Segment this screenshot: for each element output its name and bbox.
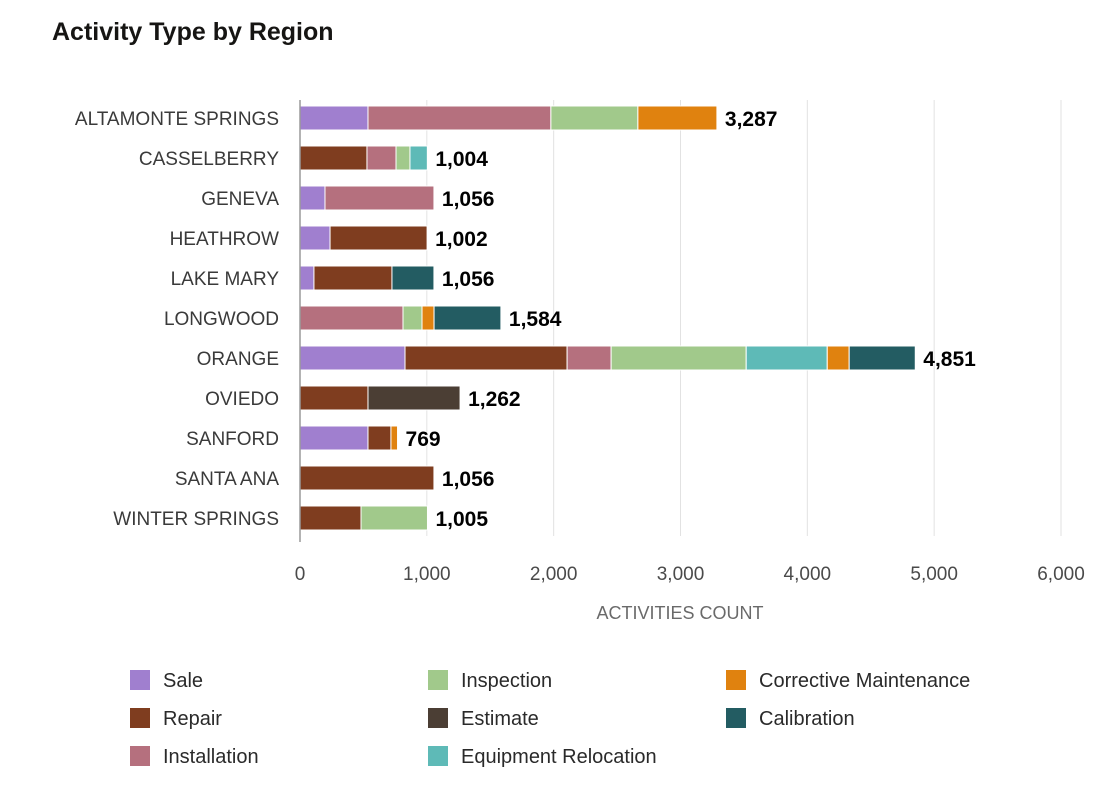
bar-segment-calibration — [433, 305, 502, 331]
bar-segment-repair — [367, 425, 392, 451]
bar-segment-installation — [367, 105, 552, 131]
legend-swatch — [130, 746, 150, 766]
bar-segment-installation — [324, 185, 435, 211]
legend-swatch — [428, 708, 448, 728]
total-label: 4,851 — [923, 348, 976, 371]
bar-segment-sale — [299, 105, 369, 131]
bar-segment-installation — [366, 145, 397, 171]
total-label: 1,002 — [435, 228, 488, 251]
legend-label: Equipment Relocation — [461, 746, 657, 768]
total-label: 1,584 — [509, 308, 562, 331]
bar-segment-repair — [404, 345, 568, 371]
legend-label: Estimate — [461, 708, 539, 730]
legend-label: Corrective Maintenance — [759, 670, 970, 692]
x-axis-label: ACTIVITIES COUNT — [596, 603, 763, 623]
legend-swatch — [130, 708, 150, 728]
bar-segment-sale — [299, 265, 315, 291]
category-label: LONGWOOD — [164, 309, 279, 330]
category-label: WINTER SPRINGS — [113, 509, 279, 530]
total-label: 1,004 — [435, 148, 488, 171]
category-label: LAKE MARY — [171, 269, 280, 290]
legend-label: Repair — [163, 708, 222, 730]
legend-swatch — [428, 670, 448, 690]
category-label: OVIEDO — [205, 389, 279, 410]
chart-title: Activity Type by Region — [52, 18, 334, 46]
total-label: 1,056 — [442, 468, 495, 491]
category-label: HEATHROW — [170, 229, 279, 250]
bar-segment-repair — [299, 385, 369, 411]
x-tick-label: 4,000 — [784, 564, 832, 585]
bar-segment-repair — [299, 465, 435, 491]
bar-segment-corrective-maintenance — [826, 345, 850, 371]
bar-segment-inspection — [610, 345, 747, 371]
bar-segment-estimate — [367, 385, 461, 411]
legend-label: Calibration — [759, 708, 855, 730]
bar-segment-installation — [299, 305, 404, 331]
bar-segment-repair — [299, 505, 362, 531]
legend-label: Sale — [163, 670, 203, 692]
category-label: CASSELBERRY — [139, 149, 279, 170]
bar-segment-inspection — [360, 505, 428, 531]
bar-segment-inspection — [395, 145, 411, 171]
total-label: 3,287 — [725, 108, 778, 131]
bar-segment-sale — [299, 425, 369, 451]
bar-segment-repair — [329, 225, 428, 251]
x-tick-label: 1,000 — [403, 564, 451, 585]
bar-segment-calibration — [848, 345, 916, 371]
category-label: ALTAMONTE SPRINGS — [75, 109, 279, 130]
x-tick-label: 2,000 — [530, 564, 578, 585]
x-tick-label: 5,000 — [910, 564, 958, 585]
total-label: 1,056 — [442, 188, 495, 211]
category-label: SANFORD — [186, 429, 279, 450]
x-tick-label: 3,000 — [657, 564, 705, 585]
legend-label: Installation — [163, 746, 259, 768]
total-label: 1,005 — [435, 508, 488, 531]
x-tick-label: 6,000 — [1037, 564, 1085, 585]
category-label: GENEVA — [201, 189, 279, 210]
legend-label: Inspection — [461, 670, 552, 692]
category-label: ORANGE — [197, 349, 279, 370]
bar-segment-equipment-relocation — [745, 345, 828, 371]
bar-segment-equipment-relocation — [409, 145, 428, 171]
bar-segment-corrective-maintenance — [390, 425, 399, 451]
bar-segment-corrective-maintenance — [637, 105, 718, 131]
bar-segment-calibration — [391, 265, 435, 291]
bar-segment-inspection — [402, 305, 423, 331]
legend-swatch — [428, 746, 448, 766]
legend-swatch — [726, 708, 746, 728]
bar-segment-repair — [313, 265, 393, 291]
total-label: 1,056 — [442, 268, 495, 291]
legend-swatch — [726, 670, 746, 690]
bar-segment-sale — [299, 345, 406, 371]
category-label: SANTA ANA — [175, 469, 280, 490]
bar-segment-installation — [566, 345, 612, 371]
legend-swatch — [130, 670, 150, 690]
bar-segment-repair — [299, 145, 368, 171]
bar-segment-sale — [299, 225, 331, 251]
total-label: 1,262 — [468, 388, 521, 411]
bar-segment-sale — [299, 185, 326, 211]
bar-segment-corrective-maintenance — [421, 305, 435, 331]
bar-segment-inspection — [550, 105, 639, 131]
total-label: 769 — [406, 428, 441, 451]
x-tick-label: 0 — [295, 564, 306, 585]
